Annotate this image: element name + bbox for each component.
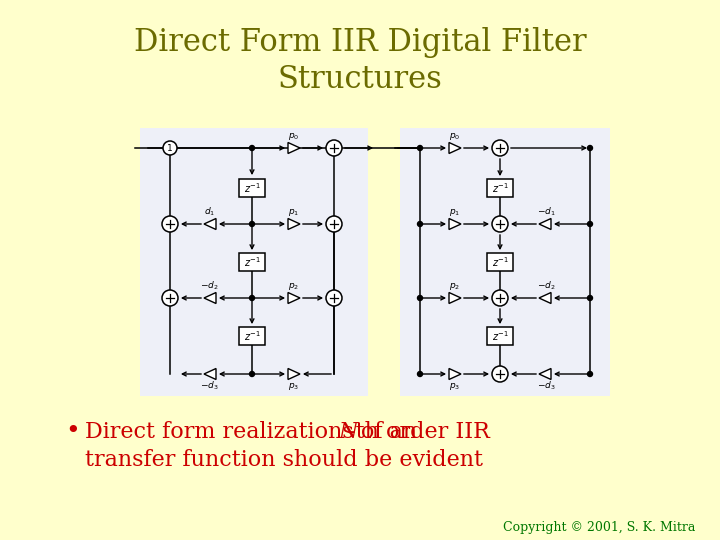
Polygon shape — [288, 368, 300, 380]
Bar — [400, 128, 610, 396]
Text: N: N — [338, 421, 358, 443]
Circle shape — [326, 140, 342, 156]
Circle shape — [418, 145, 423, 151]
Circle shape — [492, 216, 508, 232]
Circle shape — [492, 366, 508, 382]
Text: $-d_2$: $-d_2$ — [199, 280, 218, 292]
Circle shape — [588, 145, 593, 151]
Circle shape — [418, 372, 423, 376]
Bar — [487, 179, 513, 197]
Text: $z^{-1}$: $z^{-1}$ — [243, 255, 261, 269]
Text: $p_2$: $p_2$ — [289, 280, 300, 292]
Text: $d_1$: $d_1$ — [204, 206, 215, 218]
Text: $z^{-1}$: $z^{-1}$ — [492, 181, 508, 195]
Circle shape — [250, 295, 254, 300]
Circle shape — [162, 290, 178, 306]
Circle shape — [326, 216, 342, 232]
Circle shape — [162, 216, 178, 232]
Circle shape — [588, 372, 593, 376]
Text: $p_3$: $p_3$ — [289, 381, 300, 392]
Bar — [487, 327, 513, 345]
Circle shape — [163, 141, 177, 155]
Polygon shape — [449, 368, 461, 380]
Polygon shape — [204, 219, 216, 230]
Circle shape — [588, 221, 593, 226]
Polygon shape — [288, 293, 300, 303]
Text: $-d_2$: $-d_2$ — [536, 280, 555, 292]
Bar — [239, 179, 265, 197]
Text: $p_0$: $p_0$ — [449, 131, 461, 141]
Text: $z^{-1}$: $z^{-1}$ — [492, 329, 508, 343]
Bar — [239, 327, 265, 345]
Text: Copyright © 2001, S. K. Mitra: Copyright © 2001, S. K. Mitra — [503, 522, 695, 535]
Polygon shape — [449, 219, 461, 230]
Circle shape — [418, 295, 423, 300]
Circle shape — [250, 221, 254, 226]
Text: $p_0$: $p_0$ — [288, 131, 300, 141]
Text: $p_2$: $p_2$ — [449, 280, 461, 292]
Text: Structures: Structures — [278, 64, 442, 96]
Polygon shape — [539, 219, 551, 230]
Text: $z^{-1}$: $z^{-1}$ — [243, 329, 261, 343]
Polygon shape — [288, 219, 300, 230]
Polygon shape — [204, 293, 216, 303]
Circle shape — [492, 140, 508, 156]
Circle shape — [326, 290, 342, 306]
Bar — [487, 253, 513, 271]
Polygon shape — [539, 368, 551, 380]
Text: $-d_3$: $-d_3$ — [536, 380, 555, 392]
Text: $p_1$: $p_1$ — [289, 206, 300, 218]
Text: $p_1$: $p_1$ — [449, 206, 461, 218]
Text: Direct Form IIR Digital Filter: Direct Form IIR Digital Filter — [134, 26, 586, 57]
Text: Direct form realizations of an: Direct form realizations of an — [85, 421, 424, 443]
Circle shape — [250, 145, 254, 151]
Text: 1: 1 — [167, 144, 173, 153]
Text: $-d_3$: $-d_3$ — [199, 380, 218, 392]
Text: $p_3$: $p_3$ — [449, 381, 461, 392]
Text: $z^{-1}$: $z^{-1}$ — [492, 255, 508, 269]
Polygon shape — [204, 368, 216, 380]
Text: $-d_1$: $-d_1$ — [536, 206, 555, 218]
Polygon shape — [449, 143, 461, 153]
Polygon shape — [539, 293, 551, 303]
Polygon shape — [288, 143, 300, 153]
Circle shape — [492, 290, 508, 306]
Polygon shape — [449, 293, 461, 303]
Text: transfer function should be evident: transfer function should be evident — [85, 449, 483, 471]
Circle shape — [418, 221, 423, 226]
Text: $z^{-1}$: $z^{-1}$ — [243, 181, 261, 195]
Circle shape — [250, 372, 254, 376]
Text: -th order IIR: -th order IIR — [348, 421, 490, 443]
Text: •: • — [65, 421, 80, 443]
Bar — [140, 128, 368, 396]
Circle shape — [588, 295, 593, 300]
Bar — [239, 253, 265, 271]
